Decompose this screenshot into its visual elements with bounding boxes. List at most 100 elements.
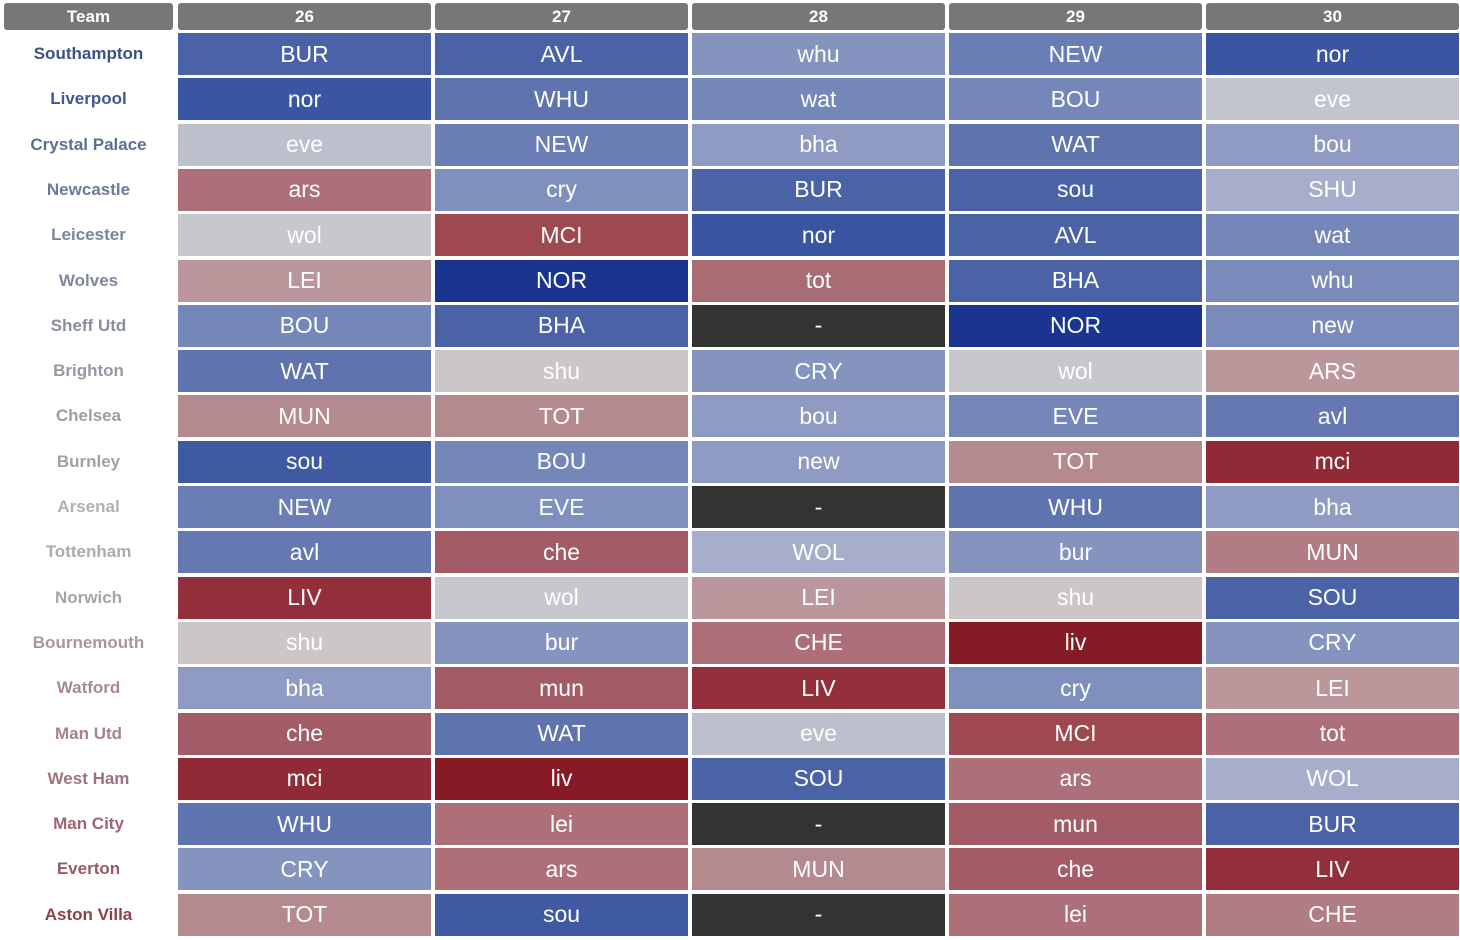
fixture-cell: BHA [435,304,688,347]
fixture-cell: bur [949,531,1202,574]
fixture-cell: - [692,893,945,936]
fixture-cell: AVL [949,214,1202,257]
fixture-cell: bha [1206,486,1459,528]
fixture-cell: ars [178,168,431,211]
column-header: 28 [692,3,945,30]
team-name: Crystal Palace [30,134,147,154]
team-name: Man Utd [54,723,123,743]
fixture-cell: TOT [178,893,431,936]
fixture-cell: LIV [692,667,945,710]
fixture-cell: BUR [178,33,431,75]
fixture-cell: bur [435,621,688,664]
fixture-cell: lei [435,803,688,846]
fixture-cell: NEW [435,123,688,166]
fixture-cell: CHE [1206,893,1459,936]
team-name: Wolves [58,270,119,290]
fixture-cell: BOU [949,78,1202,121]
fixture-cell: MCI [949,712,1202,755]
fixture-cell: ars [949,757,1202,800]
team-name: West Ham [47,768,130,788]
team-name: Watford [56,678,121,698]
fixture-cell: WOL [692,531,945,574]
team-name: Sheff Utd [50,315,127,335]
fixture-cell: WHU [435,78,688,121]
fixture-cell: avl [178,531,431,574]
fixture-cell: CHE [692,621,945,664]
fixture-cell: - [692,304,945,347]
column-header: 26 [178,3,431,30]
fixture-cell: NOR [435,259,688,302]
fixture-cell: liv [949,621,1202,664]
fixture-cell: mun [949,803,1202,846]
team-name: Liverpool [50,89,127,109]
fixture-cell: whu [692,33,945,75]
team-name: Norwich [54,587,123,607]
fixture-cell: wat [1206,214,1459,257]
fixture-cell: nor [692,214,945,257]
fixture-cell: eve [178,123,431,166]
team-name: Leicester [51,225,126,245]
fixture-cell: BUR [692,168,945,211]
fixture-cell: bha [178,667,431,710]
fixture-cell: BUR [1206,803,1459,846]
fixture-cell: MUN [1206,531,1459,574]
fixture-cell: eve [692,712,945,755]
fixture-cell: bou [1206,123,1459,166]
team-name: Brighton [53,361,124,381]
fixture-cell: sou [178,440,431,483]
fixture-cell: bha [692,123,945,166]
fixture-cell: liv [435,757,688,800]
fixture-cell: sou [949,168,1202,211]
fixture-cell: NOR [949,304,1202,347]
fixture-cell: wol [178,214,431,257]
fixture-cell: TOT [435,395,688,438]
fixture-cell: WHU [949,486,1202,528]
fixture-cell: BOU [435,440,688,483]
team-name: Tottenham [45,542,132,562]
fixture-cell: shu [435,350,688,393]
fixture-cell: che [435,531,688,574]
fixture-cell: MUN [692,848,945,891]
fixture-cell: eve [1206,78,1459,121]
team-name: Burnley [56,451,121,471]
fixture-cell: LEI [178,259,431,302]
fixture-cell: NEW [178,486,431,528]
team-name: Newcastle [46,179,131,199]
fixture-cell: WAT [178,350,431,393]
fixture-cell: mun [435,667,688,710]
team-name: Aston Villa [44,904,133,924]
fixture-cell: nor [1206,33,1459,75]
fixture-cell: cry [949,667,1202,710]
fixture-cell: EVE [949,395,1202,438]
fixture-cell: sou [435,893,688,936]
fixture-cell: EVE [435,486,688,528]
fixture-cell: ars [435,848,688,891]
fixture-cell: mci [178,757,431,800]
fixture-cell: WOL [1206,757,1459,800]
team-name: Southampton [33,44,144,63]
column-header: 29 [949,3,1202,30]
fixture-cell: che [178,712,431,755]
fixture-cell: new [692,440,945,483]
fixture-cell: cry [435,168,688,211]
fixture-cell: WHU [178,803,431,846]
fixture-cell: - [692,486,945,528]
fixture-cell: lei [949,893,1202,936]
fixture-cell: BOU [178,304,431,347]
fixture-cell: bou [692,395,945,438]
team-name: Arsenal [57,497,120,516]
fixture-cell: SOU [1206,576,1459,619]
column-header: Team [4,3,173,30]
team-name: Chelsea [55,406,122,426]
fixture-cell: AVL [435,33,688,75]
fixture-cell: LIV [1206,848,1459,891]
fixture-cell: MCI [435,214,688,257]
fixture-cell: LEI [692,576,945,619]
fixture-cell: CRY [692,350,945,393]
fixture-cell: wol [435,576,688,619]
fixture-cell: ARS [1206,350,1459,393]
fixture-cell: mci [1206,440,1459,483]
fixture-cell: WAT [949,123,1202,166]
fixture-cell: WAT [435,712,688,755]
column-header: 27 [435,3,688,30]
